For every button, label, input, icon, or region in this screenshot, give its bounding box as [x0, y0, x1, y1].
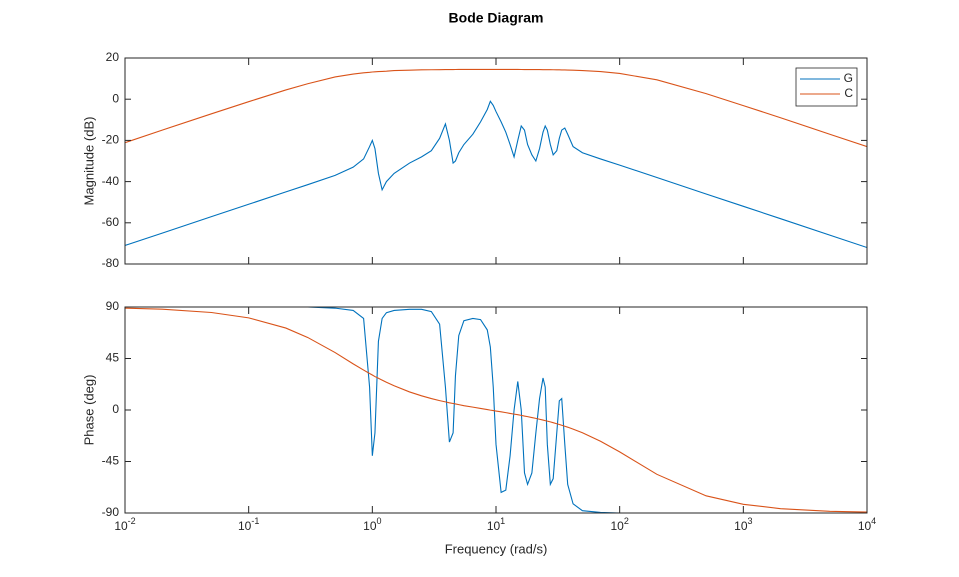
legend-label: G — [844, 71, 853, 85]
x-tick-exponent: 1 — [500, 516, 505, 526]
data-line — [125, 68, 867, 148]
x-tick-exponent: 3 — [748, 516, 753, 526]
x-tick-label: 100 — [363, 516, 381, 533]
y-tick-label: -45 — [102, 454, 120, 468]
x-tick-base: 10 — [734, 519, 748, 533]
x-tick-label: 102 — [610, 516, 628, 533]
legend-label: C — [844, 86, 853, 100]
y-axis-label: Phase (deg) — [81, 375, 96, 446]
x-tick-exponent: 0 — [377, 516, 382, 526]
x-tick-label: 103 — [734, 516, 752, 533]
y-tick-label: 20 — [106, 50, 120, 64]
x-tick-label: 101 — [487, 516, 505, 533]
axes-box — [124, 57, 868, 265]
x-tick-label: 104 — [858, 516, 876, 533]
y-tick-label: 90 — [106, 299, 120, 313]
x-tick-exponent: -1 — [251, 516, 259, 526]
data-line — [125, 100, 867, 249]
y-tick-label: -90 — [102, 505, 120, 519]
chart-title: Bode Diagram — [449, 10, 544, 26]
axes-box — [124, 306, 868, 514]
x-tick-base: 10 — [858, 519, 872, 533]
y-axis-label: Magnitude (dB) — [81, 117, 96, 206]
y-tick-label: 0 — [112, 402, 119, 416]
x-tick-base: 10 — [238, 519, 252, 533]
x-tick-base: 10 — [363, 519, 377, 533]
y-tick-label: 45 — [106, 351, 120, 365]
x-tick-base: 10 — [487, 519, 501, 533]
legend-box — [795, 67, 858, 107]
y-tick-label: -20 — [102, 133, 120, 147]
y-tick-label: -40 — [102, 174, 120, 188]
x-tick-base: 10 — [114, 519, 128, 533]
x-tick-label: 10-1 — [238, 516, 259, 533]
y-tick-label: -80 — [102, 256, 120, 270]
x-tick-exponent: -2 — [128, 516, 136, 526]
x-tick-label: 10-2 — [114, 516, 135, 533]
x-axis-label: Frequency (rad/s) — [445, 541, 548, 556]
y-tick-label: -60 — [102, 215, 120, 229]
x-tick-base: 10 — [610, 519, 624, 533]
data-line — [125, 307, 867, 513]
x-tick-exponent: 2 — [624, 516, 629, 526]
y-tick-label: 0 — [112, 91, 119, 105]
data-line — [125, 307, 867, 513]
x-tick-exponent: 4 — [871, 516, 876, 526]
